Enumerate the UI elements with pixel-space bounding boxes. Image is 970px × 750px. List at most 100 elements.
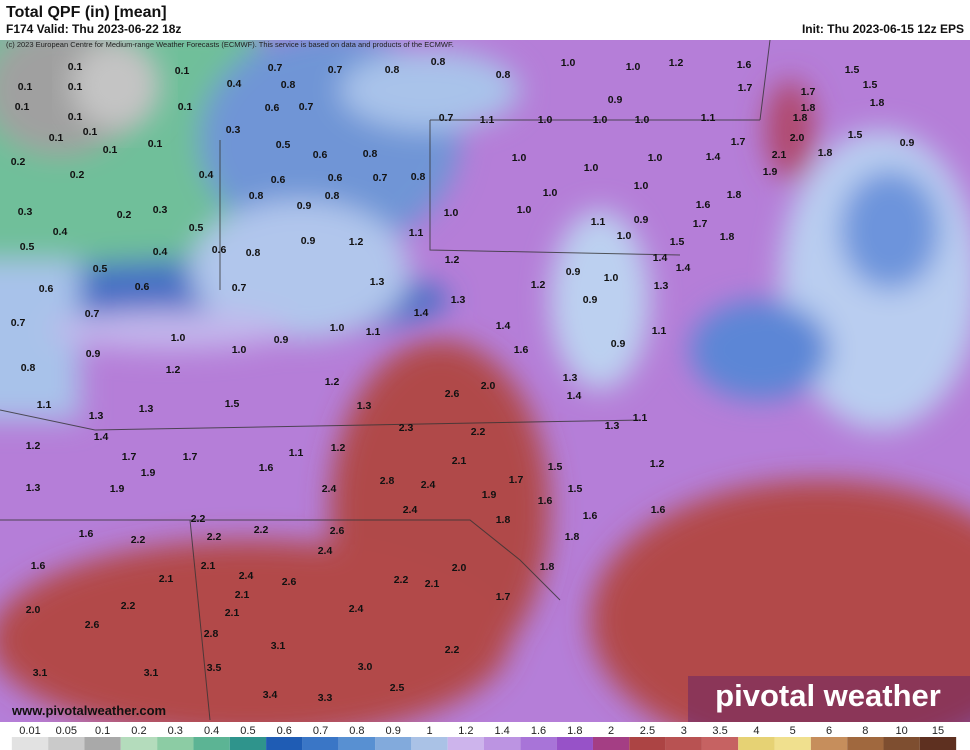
map-value-label: 1.1 xyxy=(652,325,667,337)
map-value-label: 1.9 xyxy=(482,489,497,501)
colorbar-label: 0.7 xyxy=(313,725,328,737)
map-value-label: 1.1 xyxy=(591,216,606,228)
map-value-label: 2.2 xyxy=(207,531,222,543)
map-value-label: 0.8 xyxy=(249,190,264,202)
map-value-label: 0.8 xyxy=(363,148,378,160)
colorbar-swatch xyxy=(411,737,448,750)
map-value-label: 0.6 xyxy=(271,174,286,186)
map-value-label: 0.1 xyxy=(103,144,118,156)
map-value-label: 0.1 xyxy=(68,61,83,73)
map-value-label: 3.1 xyxy=(271,640,286,652)
website: www.pivotalweather.com xyxy=(11,703,166,718)
map-value-label: 0.5 xyxy=(276,139,291,151)
map-value-label: 1.7 xyxy=(738,82,753,94)
map-value-label: 0.9 xyxy=(274,334,289,346)
colorbar-swatch xyxy=(229,737,267,750)
map-value-label: 1.5 xyxy=(863,79,878,91)
map-value-label: 1.1 xyxy=(37,399,52,411)
map-value-label: 1.7 xyxy=(693,218,708,230)
map-value-label: 0.8 xyxy=(431,56,446,68)
map-value-label: 2.0 xyxy=(452,562,467,574)
map-value-label: 1.2 xyxy=(445,254,460,266)
map-value-label: 0.6 xyxy=(135,281,150,293)
colorbar-swatch xyxy=(266,737,303,750)
colorbar-label: 0.5 xyxy=(240,725,255,737)
colorbar-swatch xyxy=(701,737,739,750)
colorbar-swatch xyxy=(302,737,339,750)
colorbar-label: 1 xyxy=(426,725,432,737)
map-value-label: 2.8 xyxy=(380,475,395,487)
map-value-label: 1.3 xyxy=(605,420,620,432)
map-value-label: 0.9 xyxy=(297,200,312,212)
colorbar-swatch xyxy=(774,737,811,750)
colorbar-label: 0.6 xyxy=(277,725,292,737)
colorbar-swatch xyxy=(847,737,884,750)
map-value-label: 1.5 xyxy=(225,398,240,410)
map-value-label: 1.9 xyxy=(763,166,778,178)
map-value-label: 1.3 xyxy=(139,403,154,415)
map-value-label: 3.0 xyxy=(358,661,373,673)
map-value-label: 0.4 xyxy=(53,226,68,238)
colorbar-swatch xyxy=(919,737,957,750)
map-value-label: 0.7 xyxy=(268,62,283,74)
map-value-label: 0.1 xyxy=(18,81,33,93)
map-value-label: 0.1 xyxy=(175,65,190,77)
map-value-label: 1.4 xyxy=(567,390,582,402)
colorbar: 0.01 0.05 0.1 0.2 0.3 0.4 0.5 0.6 0.7 0.8 0.9 1 1.2 1… xyxy=(0,722,970,750)
colorbar-label: 0.1 xyxy=(95,725,110,737)
map-value-label: 1.0 xyxy=(648,152,663,164)
map-value-label: 1.9 xyxy=(141,467,156,479)
colorbar-label: 4 xyxy=(753,725,759,737)
map-value-label: 1.3 xyxy=(89,410,104,422)
map-value-label: 1.7 xyxy=(183,451,198,463)
map-value-label: 1.6 xyxy=(696,199,711,211)
map-value-label: 1.2 xyxy=(349,236,364,248)
colorbar-label: 8 xyxy=(862,725,868,737)
colorbar-label: 0.4 xyxy=(204,725,219,737)
title: Total QPF (in) [mean] xyxy=(6,4,167,21)
map-value-label: 1.4 xyxy=(706,151,721,163)
map-value-label: 0.1 xyxy=(49,132,64,144)
map-value-label: 1.4 xyxy=(94,431,109,443)
map-value-label: 1.0 xyxy=(330,322,345,334)
map-value-label: 2.5 xyxy=(390,682,405,694)
map-value-label: 2.2 xyxy=(471,426,486,438)
map-value-label: 1.5 xyxy=(568,483,583,495)
map-value-label: 0.5 xyxy=(189,222,204,234)
map-value-label: 0.2 xyxy=(11,156,26,168)
colorbar-label: 1.6 xyxy=(531,725,546,737)
map-value-label: 1.0 xyxy=(538,114,553,126)
colorbar-label: 1.8 xyxy=(567,725,582,737)
map-value-label: 3.3 xyxy=(318,692,333,704)
map-value-label: 2.8 xyxy=(204,628,219,640)
colorbar-swatch xyxy=(592,737,630,750)
map-value-label: 0.6 xyxy=(265,102,280,114)
map-value-label: 0.1 xyxy=(83,126,98,138)
map-value-label: 0.3 xyxy=(226,124,241,136)
map-value-label: 1.8 xyxy=(801,102,816,114)
map-value-label: 2.1 xyxy=(425,578,440,590)
map-value-label: 0.7 xyxy=(85,308,100,320)
colorbar-label: 1.4 xyxy=(495,725,510,737)
map-value-label: 1.6 xyxy=(79,528,94,540)
colorbar-swatch xyxy=(48,737,85,750)
map-value-label: 0.9 xyxy=(86,348,101,360)
map-value-label: 1.8 xyxy=(720,231,735,243)
map-value-label: 1.6 xyxy=(31,560,46,572)
map-value-label: 0.9 xyxy=(611,338,626,350)
map-value-label: 0.1 xyxy=(15,101,30,113)
map-value-label: 2.6 xyxy=(330,525,345,537)
map-value-label: 3.1 xyxy=(144,667,159,679)
map-value-label: 1.2 xyxy=(650,458,665,470)
map-value-label: 0.3 xyxy=(18,206,33,218)
map-value-label: 0.9 xyxy=(608,94,623,106)
map-value-label: 0.1 xyxy=(68,81,83,93)
map-value-label: 0.7 xyxy=(439,112,454,124)
map-value-label: 1.0 xyxy=(634,180,649,192)
map-value-label: 1.4 xyxy=(676,262,691,274)
colorbar-swatch xyxy=(520,737,557,750)
map-value-label: 0.7 xyxy=(232,282,247,294)
map-value-label: 0.1 xyxy=(178,101,193,113)
map-value-label: 1.2 xyxy=(531,279,546,291)
map-value-label: 3.4 xyxy=(263,689,278,701)
